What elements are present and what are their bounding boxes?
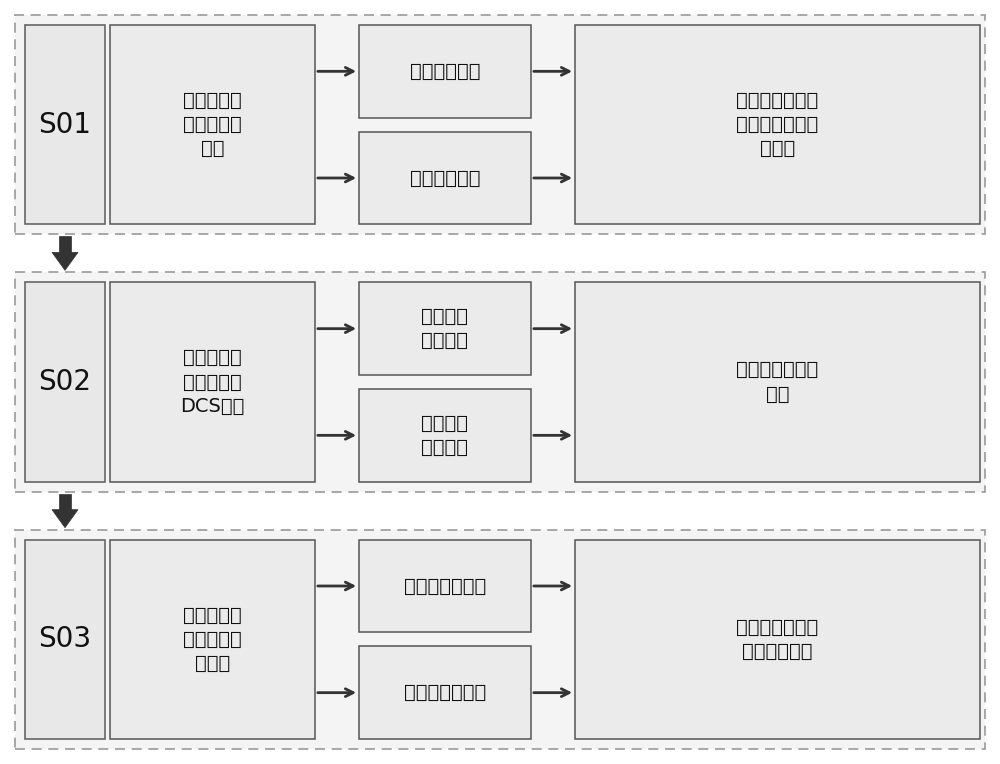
Text: 设置一键式操作
功能: 设置一键式操作 功能 xyxy=(736,361,819,403)
Text: 固化优化控
制参数进入
DCS系统: 固化优化控 制参数进入 DCS系统 xyxy=(180,348,245,416)
Bar xyxy=(59,494,71,510)
Bar xyxy=(359,389,531,481)
Polygon shape xyxy=(52,510,78,528)
Text: 燃用煤种改变时: 燃用煤种改变时 xyxy=(404,577,486,595)
Text: S02: S02 xyxy=(38,368,92,396)
Text: 低氮燃烧运
行优化调整
试验: 低氮燃烧运 行优化调整 试验 xyxy=(183,91,242,158)
Text: 低氮燃烧运
行自适应优
化控制: 低氮燃烧运 行自适应优 化控制 xyxy=(183,606,242,673)
Bar xyxy=(575,539,980,739)
Bar xyxy=(575,283,980,481)
Text: 各煤种不同燃烧
工况下的优化控
制参数: 各煤种不同燃烧 工况下的优化控 制参数 xyxy=(736,91,819,158)
Text: 不同煤种
控制模式: 不同煤种 控制模式 xyxy=(422,307,468,350)
Text: S03: S03 xyxy=(38,625,92,653)
Bar xyxy=(575,25,980,225)
Bar xyxy=(15,15,985,235)
Bar xyxy=(359,25,531,118)
Text: 燃烧工况改变时: 燃烧工况改变时 xyxy=(404,683,486,702)
Bar xyxy=(25,539,105,739)
Bar xyxy=(25,283,105,481)
Bar xyxy=(15,529,985,749)
Text: 一键式操作实时
切换控制模式: 一键式操作实时 切换控制模式 xyxy=(736,618,819,661)
Text: S01: S01 xyxy=(38,111,92,139)
Text: 不同工况
控制模式: 不同工况 控制模式 xyxy=(422,414,468,457)
Bar xyxy=(25,25,105,225)
Polygon shape xyxy=(52,252,78,270)
Bar xyxy=(359,646,531,739)
Text: 改变燃烧工况: 改变燃烧工况 xyxy=(410,169,480,187)
Bar xyxy=(359,131,531,225)
Text: 改变燃用煤种: 改变燃用煤种 xyxy=(410,62,480,81)
Bar xyxy=(15,272,985,492)
Bar xyxy=(110,283,315,481)
Bar xyxy=(359,283,531,375)
Bar xyxy=(110,25,315,225)
Bar xyxy=(110,539,315,739)
Bar xyxy=(359,539,531,633)
Bar xyxy=(59,236,71,252)
